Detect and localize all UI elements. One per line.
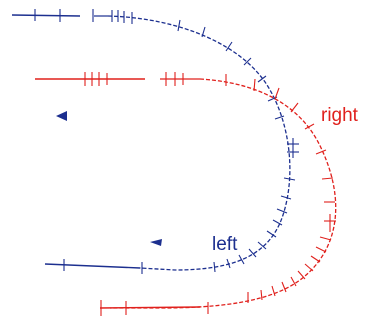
right-tick	[319, 236, 332, 241]
left-tick	[248, 248, 257, 258]
left-path-upper-solid	[11, 14, 81, 17]
left-tick-marks	[34, 9, 299, 274]
right-tick	[290, 102, 299, 113]
left-arrow-icon	[150, 239, 162, 246]
left-tick	[201, 26, 206, 38]
left-tick	[283, 177, 296, 181]
right-tick	[290, 276, 297, 287]
right-tick	[310, 255, 321, 263]
left-tick	[226, 258, 231, 269]
left-path-curve	[107, 15, 291, 271]
left-tick	[257, 241, 267, 250]
right-path-curve	[110, 78, 337, 309]
left-arrow-icon	[56, 111, 67, 121]
right-tick	[304, 123, 315, 130]
left-tick	[243, 57, 252, 66]
right-tick	[297, 270, 306, 280]
left-tick	[225, 41, 233, 52]
right-tick	[315, 246, 327, 253]
right-tick	[260, 289, 263, 301]
left-tick	[266, 230, 277, 238]
right-tick-marks	[84, 72, 336, 316]
left-tick	[177, 19, 181, 32]
right-tick	[271, 285, 276, 297]
right-tick	[281, 281, 287, 293]
left-trajectory	[11, 9, 299, 274]
left-tick	[272, 219, 283, 226]
right-tick	[321, 177, 334, 180]
right-path-lower-solid	[99, 306, 201, 309]
left-tick	[257, 75, 267, 83]
left-tick	[213, 261, 216, 273]
right-label: right	[321, 105, 359, 126]
left-tick	[274, 115, 285, 120]
right-tick	[274, 87, 280, 100]
right-trajectory	[35, 72, 337, 316]
left-label: left	[212, 234, 238, 255]
left-tick	[238, 254, 245, 265]
right-tick	[253, 78, 256, 92]
right-tick	[304, 263, 314, 272]
right-tick	[315, 149, 327, 155]
left-path-lower-solid	[44, 263, 141, 269]
left-tick	[276, 208, 288, 214]
left-tick	[280, 195, 292, 200]
